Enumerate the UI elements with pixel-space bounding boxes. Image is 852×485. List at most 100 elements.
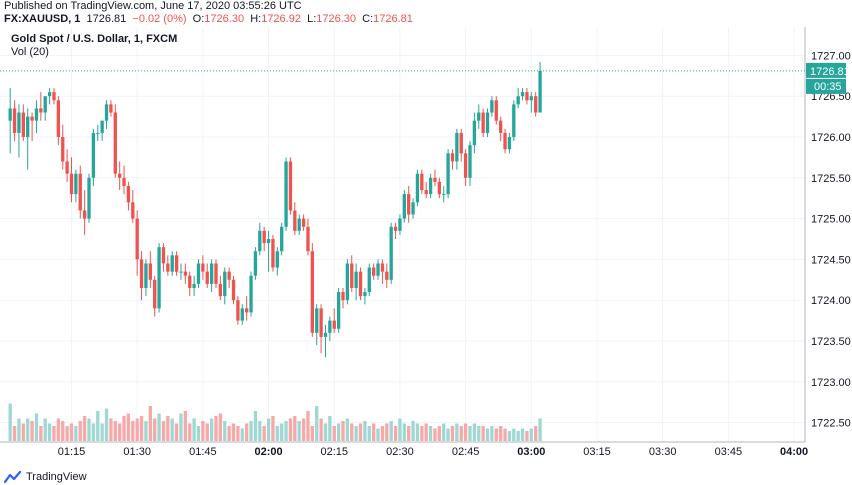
- candle-body: [161, 247, 166, 264]
- candle-body: [538, 70, 542, 113]
- candle-body: [367, 267, 371, 293]
- time-tick-label: 02:15: [320, 446, 348, 458]
- volume-bar: [433, 428, 437, 441]
- price-chart[interactable]: 1727.00 1726.50 1726.00 1725.50 1725.00 1724.…: [0, 27, 852, 469]
- volume-bar: [446, 428, 450, 441]
- time-tick-label: 03:45: [715, 446, 743, 458]
- time-tick-label: 01:45: [189, 446, 217, 458]
- candle-body: [323, 332, 328, 337]
- volume-bar: [183, 411, 188, 441]
- candle-body: [56, 100, 61, 137]
- volume-bar: [218, 413, 223, 441]
- volume-bar: [118, 423, 122, 441]
- candle-body: [520, 92, 525, 97]
- candle-body: [446, 153, 450, 195]
- candle-body: [100, 120, 104, 133]
- volume-bar: [47, 423, 52, 441]
- candle-body: [214, 263, 218, 284]
- price-tick-label: 1723.00: [811, 377, 851, 389]
- candle-body: [498, 120, 503, 133]
- volume-bar: [153, 418, 157, 441]
- candle-body: [271, 239, 275, 268]
- candle-body: [293, 210, 297, 231]
- candle-body: [525, 92, 529, 101]
- volume-bar: [244, 423, 249, 441]
- candle-body: [280, 226, 284, 252]
- candle-body: [481, 112, 485, 133]
- volume-bar: [455, 423, 459, 441]
- candle-body: [420, 173, 424, 191]
- volume-bar: [301, 418, 306, 441]
- volume-bar: [534, 426, 538, 441]
- volume-bar: [481, 426, 485, 441]
- volume-bar: [402, 423, 406, 441]
- volume-bar: [39, 426, 43, 441]
- candle-body: [231, 279, 236, 301]
- candle-body: [507, 137, 512, 150]
- open-value: 1726.30: [204, 13, 245, 25]
- candle-body: [358, 271, 363, 297]
- candle-body: [192, 283, 196, 288]
- candle-body: [153, 279, 157, 309]
- volume-bar: [192, 418, 196, 441]
- volume-bar: [82, 416, 87, 441]
- volume-bar: [336, 423, 341, 441]
- candle-body: [450, 153, 455, 162]
- candle-body: [354, 271, 358, 288]
- time-tick-label: 02:30: [386, 446, 414, 458]
- candle-body: [148, 263, 152, 280]
- footer-branding[interactable]: TradingView: [4, 469, 87, 485]
- candle-body: [131, 202, 135, 219]
- candle-body: [139, 259, 144, 288]
- price-tick-label: 1726.00: [811, 132, 851, 144]
- tradingview-logo-icon: [4, 470, 22, 483]
- candle-body: [113, 112, 117, 174]
- candle-body: [266, 239, 271, 244]
- volume-bar: [428, 426, 433, 441]
- volume-bar: [323, 423, 328, 441]
- candle-body: [455, 132, 459, 162]
- volume-bar: [30, 421, 34, 441]
- volume-bar: [135, 418, 139, 441]
- candle-body: [442, 194, 446, 196]
- candle-body: [39, 108, 43, 113]
- candle-body: [389, 226, 393, 280]
- volume-bar: [498, 426, 503, 441]
- candle-body: [118, 173, 122, 178]
- volume-bar: [538, 418, 542, 441]
- candle-body: [30, 116, 34, 121]
- volume-bar: [407, 426, 411, 441]
- candle-body: [315, 308, 319, 333]
- candle-body: [328, 320, 332, 333]
- candle-body: [61, 137, 65, 162]
- volume-bar: [201, 421, 205, 441]
- candle-body: [47, 92, 52, 97]
- volume-bar: [113, 421, 117, 441]
- low-label: L:: [307, 13, 317, 25]
- last-price-badge-label: 1726.81: [810, 66, 850, 78]
- candle-body: [43, 96, 47, 113]
- candle-body: [297, 218, 301, 231]
- time-tick-label: 03:00: [517, 446, 545, 458]
- candle-body: [183, 271, 188, 276]
- volume-bar: [525, 431, 529, 441]
- time-tick-label: 03:15: [583, 446, 611, 458]
- high-value: 1726.92: [261, 13, 301, 25]
- volume-bar: [315, 406, 319, 441]
- volume-bar: [227, 426, 231, 441]
- candle-body: [34, 108, 39, 121]
- time-tick-label: 02:00: [254, 446, 282, 458]
- volume-bar: [91, 423, 96, 441]
- candle-body: [218, 283, 223, 297]
- candle-body: [87, 177, 91, 219]
- volume-bar: [319, 418, 323, 441]
- candle-body: [253, 251, 258, 276]
- volume-bar: [214, 416, 218, 441]
- chart-frame[interactable]: 1727.00 1726.50 1726.00 1725.50 1725.00 1724.…: [0, 27, 852, 485]
- countdown-badge: [806, 78, 846, 94]
- last-price-badge: [806, 62, 846, 78]
- volume-bar: [485, 428, 490, 441]
- candle-body: [21, 112, 25, 137]
- time-tick-label: 01:15: [58, 446, 86, 458]
- candle-body: [258, 230, 262, 252]
